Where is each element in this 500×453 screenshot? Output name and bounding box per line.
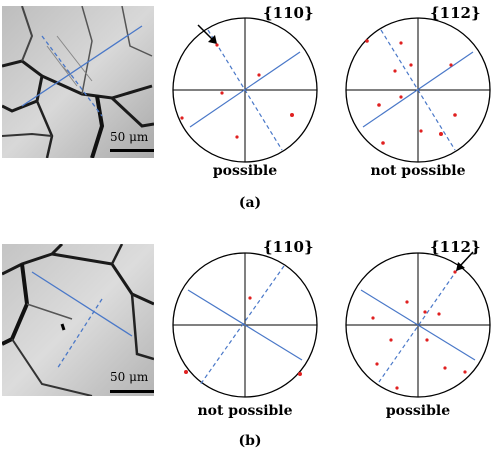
verdict-110-a: possible — [165, 163, 325, 179]
panel-label-a: (a) — [220, 195, 280, 211]
verdict-112-b: possible — [338, 403, 498, 419]
verdict-110-b: not possible — [165, 403, 325, 419]
panel-a: 50 μm {110} possible {112} — [0, 0, 500, 215]
pole-figure-110-b — [170, 250, 320, 400]
scale-bar-label-b: 50 μm — [110, 370, 148, 384]
verdict-112-a: not possible — [338, 163, 498, 179]
pole-figure-112-b — [343, 250, 493, 400]
panel-label-b: (b) — [220, 433, 280, 449]
pole-figure-112-a — [343, 15, 493, 165]
scale-bar-label-a: 50 μm — [110, 130, 148, 144]
panel-b: 50 μm {110} not possible {112} — [0, 230, 500, 453]
pole-figure-110-a — [170, 15, 320, 165]
micrograph-a: 50 μm — [2, 6, 154, 158]
micrograph-b: 50 μm — [2, 244, 154, 396]
